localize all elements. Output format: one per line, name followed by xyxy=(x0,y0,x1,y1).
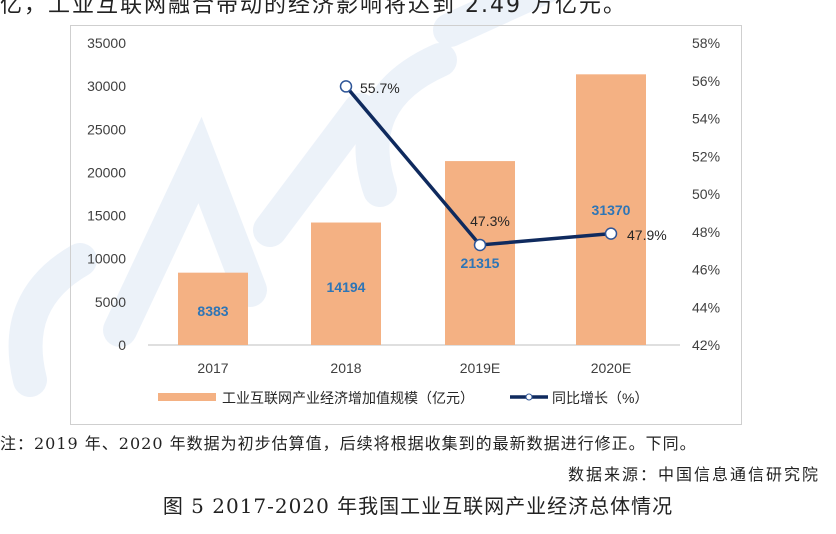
chart-frame xyxy=(70,25,742,425)
left-tick-label: 10000 xyxy=(87,251,126,267)
chart: 0 5000 10000 15000 20000 25000 30000 35000 42% 44… xyxy=(87,35,720,406)
growth-data-label: 55.7% xyxy=(360,80,400,96)
watermark-stroke xyxy=(355,43,457,207)
right-tick-label: 48% xyxy=(692,224,720,240)
chart-note: 注：2019 年、2020 年数据为初步估算值，后续将根据收集到的最新数据进行修… xyxy=(0,434,697,453)
left-tick-label: 35000 xyxy=(87,35,126,51)
bar-2018 xyxy=(311,222,381,345)
bar-2019E xyxy=(445,161,515,345)
body-text-top: 亿，工业互联网融合带动的经济影响将达到 2.49 万亿元。 xyxy=(0,0,627,18)
left-tick-label: 0 xyxy=(118,337,126,353)
x-tick-label: 2018 xyxy=(330,360,361,376)
left-tick-label: 20000 xyxy=(87,164,126,180)
legend-bar-swatch xyxy=(158,393,216,401)
left-tick-label: 5000 xyxy=(95,294,126,310)
legend-line-label: 同比增长（%） xyxy=(552,390,648,406)
watermark-stroke xyxy=(103,116,267,347)
watermark-stroke xyxy=(8,243,97,397)
right-tick-label: 56% xyxy=(692,73,720,89)
figure-caption: 图 5 2017-2020 年我国工业互联网产业经济总体情况 xyxy=(162,494,674,518)
right-tick-label: 42% xyxy=(692,337,720,353)
x-tick-label: 2020E xyxy=(591,360,631,376)
right-tick-label: 50% xyxy=(692,186,720,202)
bar-data-label: 21315 xyxy=(461,255,500,271)
bar-2017 xyxy=(178,272,248,345)
left-tick-label: 25000 xyxy=(87,121,126,137)
growth-data-label: 47.9% xyxy=(627,227,667,243)
growth-point xyxy=(604,227,618,240)
x-tick-label: 2019E xyxy=(460,360,500,376)
legend-line-marker xyxy=(525,393,533,401)
bar-data-label: 14194 xyxy=(327,279,366,295)
growth-data-label: 47.3% xyxy=(470,213,510,229)
left-tick-label: 30000 xyxy=(87,78,126,94)
right-tick-label: 54% xyxy=(692,111,720,127)
growth-point xyxy=(473,238,487,252)
x-tick-label: 2017 xyxy=(197,360,228,376)
bar-data-label: 31370 xyxy=(592,202,631,218)
right-tick-label: 58% xyxy=(692,35,720,51)
right-tick-label: 44% xyxy=(692,299,720,315)
bar-2020E xyxy=(576,74,646,345)
watermark-stroke xyxy=(433,0,558,47)
right-tick-label: 52% xyxy=(692,148,720,164)
legend-bar-label: 工业互联网产业经济增加值规模（亿元） xyxy=(222,390,474,406)
bar-data-label: 8383 xyxy=(197,303,228,319)
right-tick-label: 46% xyxy=(692,262,720,278)
left-tick-label: 15000 xyxy=(87,208,126,224)
chart-source: 数据来源：中国信息通信研究院 xyxy=(567,465,820,484)
watermark-stroke xyxy=(253,93,377,247)
growth-point xyxy=(339,80,353,93)
